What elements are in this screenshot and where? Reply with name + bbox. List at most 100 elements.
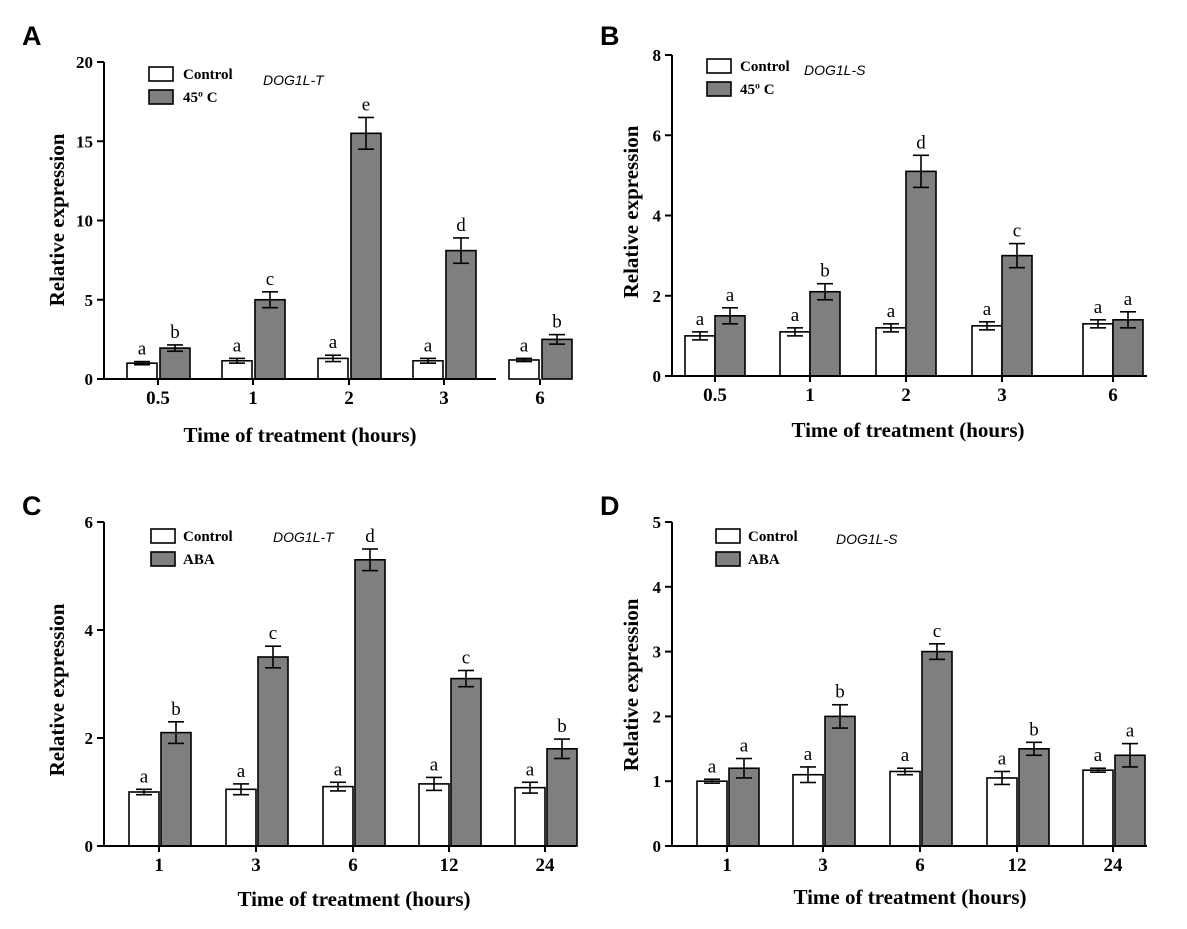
x-tick-label: 1 bbox=[154, 855, 164, 876]
legend-swatch-control bbox=[150, 528, 176, 544]
bar bbox=[875, 327, 907, 377]
bar bbox=[1001, 254, 1033, 377]
y-tick-label: 4 bbox=[85, 621, 94, 640]
legend-label-treatment: ABA bbox=[748, 552, 780, 568]
significance-label: a bbox=[804, 744, 813, 765]
x-tick-label: 3 bbox=[439, 388, 449, 409]
significance-label: a bbox=[233, 335, 242, 356]
legend-label-control: Control bbox=[748, 529, 798, 545]
significance-label: a bbox=[1126, 721, 1135, 742]
x-tick-label: 6 bbox=[1108, 385, 1118, 406]
panel-letter: A bbox=[22, 21, 42, 51]
legend-label-control: Control bbox=[183, 67, 233, 83]
bar bbox=[257, 656, 289, 847]
significance-label: a bbox=[1124, 289, 1133, 310]
bar bbox=[684, 335, 716, 377]
bar bbox=[986, 777, 1018, 847]
x-axis-title: Time of treatment (hours) bbox=[237, 887, 470, 911]
x-tick-label: 6 bbox=[915, 855, 925, 876]
significance-label: a bbox=[791, 305, 800, 326]
bar bbox=[889, 770, 921, 847]
bar bbox=[450, 677, 482, 847]
bar bbox=[254, 298, 286, 380]
x-tick-label: 3 bbox=[818, 855, 828, 876]
bar bbox=[514, 786, 546, 847]
bar bbox=[971, 325, 1003, 377]
y-tick-label: 15 bbox=[76, 132, 93, 151]
x-axis-title: Time of treatment (hours) bbox=[183, 423, 416, 447]
bar bbox=[1114, 754, 1146, 847]
significance-label: d bbox=[916, 132, 926, 153]
bar bbox=[445, 249, 477, 380]
significance-label: c bbox=[462, 648, 470, 669]
significance-label: a bbox=[520, 335, 529, 356]
y-tick-label: 6 bbox=[85, 513, 94, 532]
significance-label: c bbox=[266, 269, 274, 290]
panel-letter: C bbox=[22, 491, 42, 521]
significance-label: a bbox=[901, 745, 910, 766]
gene-label: DOG1L-T bbox=[273, 529, 335, 545]
bar bbox=[714, 315, 746, 377]
y-tick-label: 20 bbox=[76, 53, 93, 72]
bar bbox=[809, 290, 841, 377]
significance-label: b bbox=[820, 261, 830, 282]
significance-label: c bbox=[269, 623, 277, 644]
legend-label-treatment: 45º C bbox=[183, 90, 218, 106]
significance-label: a bbox=[237, 761, 246, 782]
significance-label: a bbox=[1094, 297, 1103, 318]
bar bbox=[1112, 319, 1144, 377]
legend-label-treatment: ABA bbox=[183, 552, 215, 568]
y-tick-label: 0 bbox=[653, 837, 662, 856]
x-tick-label: 12 bbox=[1008, 855, 1027, 876]
significance-label: a bbox=[998, 748, 1007, 769]
bar bbox=[354, 558, 386, 847]
significance-label: a bbox=[140, 766, 149, 787]
y-tick-label: 10 bbox=[76, 212, 93, 231]
significance-label: a bbox=[726, 285, 735, 306]
bar bbox=[696, 780, 728, 847]
panel-a: A a a a a a b c e d b 0 5 10 15 20 0.5 1 2 3 6 Time of trea… bbox=[22, 21, 573, 447]
bar bbox=[905, 170, 937, 377]
legend-swatch-control bbox=[715, 528, 741, 544]
y-axis-title: Relative expression bbox=[45, 603, 69, 776]
legend-label-control: Control bbox=[183, 529, 233, 545]
significance-label: a bbox=[708, 756, 717, 777]
x-tick-label: 2 bbox=[901, 385, 911, 406]
y-tick-label: 2 bbox=[85, 729, 94, 748]
x-tick-label: 24 bbox=[1104, 855, 1124, 876]
bar bbox=[160, 731, 192, 847]
bar bbox=[159, 347, 191, 380]
y-tick-label: 0 bbox=[85, 837, 94, 856]
panel-letter: D bbox=[600, 491, 620, 521]
x-tick-label: 6 bbox=[348, 855, 358, 876]
bar bbox=[1082, 769, 1114, 847]
y-tick-label: 1 bbox=[653, 772, 662, 791]
y-tick-label: 4 bbox=[653, 578, 662, 597]
panel-letter: B bbox=[600, 21, 620, 51]
legend-swatch-control bbox=[706, 58, 732, 74]
bar bbox=[128, 791, 160, 847]
bar bbox=[418, 783, 450, 847]
y-tick-label: 2 bbox=[653, 287, 662, 306]
x-tick-label: 6 bbox=[535, 388, 545, 409]
significance-label: a bbox=[696, 309, 705, 330]
significance-label: a bbox=[526, 759, 535, 780]
significance-label: a bbox=[138, 339, 147, 360]
x-tick-label: 0.5 bbox=[703, 385, 727, 406]
significance-label: a bbox=[983, 299, 992, 320]
significance-label: c bbox=[933, 621, 941, 642]
significance-label: d bbox=[456, 215, 466, 236]
significance-label: a bbox=[424, 335, 433, 356]
bar bbox=[225, 788, 257, 847]
x-tick-label: 2 bbox=[344, 388, 354, 409]
y-tick-label: 4 bbox=[653, 207, 662, 226]
significance-label: b bbox=[1029, 719, 1039, 740]
plot-area: a a a a a b c e d b 0 5 10 15 20 0.5 1 2 3 6 bbox=[76, 53, 573, 409]
x-axis-title: Time of treatment (hours) bbox=[791, 418, 1024, 442]
y-tick-label: 3 bbox=[653, 643, 662, 662]
significance-label: a bbox=[430, 754, 439, 775]
